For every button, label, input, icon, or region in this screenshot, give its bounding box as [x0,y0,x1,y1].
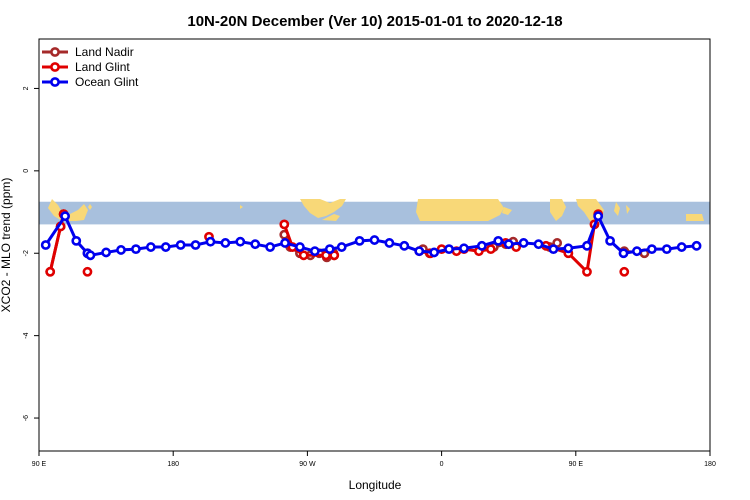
data-point [533,239,544,250]
y-tick-label: -6 [23,415,30,421]
data-point [661,244,672,255]
series-ocean-glint [40,211,702,261]
land-central-america [300,199,346,218]
y-tick-label: -2 [23,250,30,256]
y-axis: 2 0 -2 -4 -6 [23,86,39,421]
data-point [329,250,340,261]
land-philippines [614,202,630,216]
data-point [593,211,604,222]
data-point [646,244,657,255]
data-point [235,236,246,247]
legend-swatch-marker [50,77,60,87]
y-tick-label: -4 [23,332,30,338]
data-point [459,243,469,254]
plot-frame [38,38,711,452]
data-point [548,244,559,255]
x-tick-label: 180 [167,461,179,468]
data-point [220,238,231,248]
land-south-america-north [322,214,340,221]
data-point [309,246,320,257]
chart-title: 10N-20N December (Ver 10) 2015-01-01 to … [187,13,562,30]
data-point [518,238,529,248]
data-point [60,211,70,222]
x-tick-label: 0 [440,461,444,468]
land-arabia-india [550,199,566,221]
data-point [399,240,410,251]
data-point [676,242,687,252]
data-point [190,240,201,250]
data-point [429,247,440,258]
data-point [503,239,514,250]
data-point [691,240,702,251]
data-point [250,239,261,250]
data-point [444,244,454,255]
land-new-guinea [686,214,704,221]
data-point [175,240,186,250]
series-layer [40,209,702,277]
land-australia-north [48,199,88,221]
land-africa [416,199,504,221]
data-point [324,244,335,255]
x-tick-label: 90 E [32,461,47,468]
data-point [280,238,290,248]
y-axis-label: XCO2 - MLO trend (ppm) [0,178,13,313]
data-point [71,235,82,246]
map-land-masses [48,199,704,221]
data-point [414,246,425,257]
data-point [295,242,305,252]
legend-label: Ocean Glint [75,75,139,89]
world-map-band [39,199,710,225]
legend-item: Land Nadir [42,45,134,59]
data-point [131,244,141,255]
y-tick-label: 0 [23,169,30,173]
data-point [632,246,642,257]
data-point [493,235,504,246]
legend-swatch-marker [50,47,60,57]
x-axis: 90 E 180 90 W 0 90 E 180 [32,451,716,468]
data-point [101,247,111,258]
y-tick-label: 2 [23,86,30,90]
data-point [485,244,496,255]
data-point [605,235,615,246]
x-tick-label: 90 W [299,461,316,468]
data-point [619,266,630,277]
data-point [160,242,171,252]
legend-swatch-marker [50,62,60,72]
series-line [44,214,697,257]
x-axis-label: Longitude [349,478,402,492]
land-africa-horn [502,207,512,215]
map-ocean [39,201,710,225]
data-point [618,248,629,259]
data-point [145,242,156,252]
data-point [279,219,290,230]
legend-item: Land Glint [42,60,130,74]
data-point [82,266,93,277]
data-point [205,236,216,247]
data-point [476,240,487,251]
data-point [265,242,276,252]
x-tick-label: 90 E [569,461,584,468]
data-point [40,240,51,250]
data-point [336,242,347,252]
data-point [582,240,592,251]
data-point [563,243,574,254]
data-point [298,250,309,261]
data-point [85,250,96,261]
data-point [354,235,365,246]
legend-label: Land Glint [75,60,130,74]
data-point [45,266,56,277]
data-point [582,266,592,277]
data-point [116,245,126,255]
data-point [384,238,395,248]
x-tick-label: 180 [704,461,716,468]
data-point [369,235,380,245]
legend-label: Land Nadir [75,45,134,59]
legend-item: Ocean Glint [42,75,139,89]
